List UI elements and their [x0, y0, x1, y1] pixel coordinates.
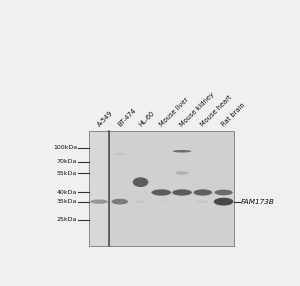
Text: 70kDa: 70kDa [57, 159, 77, 164]
Ellipse shape [194, 189, 212, 196]
Text: A-549: A-549 [96, 110, 114, 128]
Text: 100kDa: 100kDa [53, 145, 77, 150]
Text: Mouse heart: Mouse heart [200, 94, 233, 128]
Text: BT-474: BT-474 [117, 107, 137, 128]
Ellipse shape [214, 190, 233, 195]
Text: 35kDa: 35kDa [57, 199, 77, 204]
Text: Mouse liver: Mouse liver [158, 97, 189, 128]
Text: 25kDa: 25kDa [57, 217, 77, 223]
Text: 40kDa: 40kDa [57, 190, 77, 195]
Ellipse shape [173, 150, 191, 152]
Ellipse shape [114, 153, 125, 155]
Text: Mouse kidney: Mouse kidney [179, 91, 216, 128]
Ellipse shape [152, 189, 171, 196]
Text: 55kDa: 55kDa [57, 170, 77, 176]
Ellipse shape [197, 200, 208, 203]
Text: Rat brain: Rat brain [220, 102, 246, 128]
Ellipse shape [156, 200, 167, 203]
Ellipse shape [214, 198, 233, 206]
Ellipse shape [133, 177, 148, 187]
Ellipse shape [135, 200, 146, 203]
Ellipse shape [155, 153, 167, 155]
Text: FAM173B: FAM173B [241, 199, 274, 205]
Ellipse shape [112, 199, 128, 204]
Bar [89, 131, 110, 246]
Ellipse shape [179, 199, 185, 202]
Ellipse shape [175, 171, 189, 175]
Ellipse shape [90, 199, 108, 204]
Ellipse shape [172, 189, 192, 196]
Text: HL-60: HL-60 [137, 110, 155, 128]
Bar [110, 131, 234, 246]
